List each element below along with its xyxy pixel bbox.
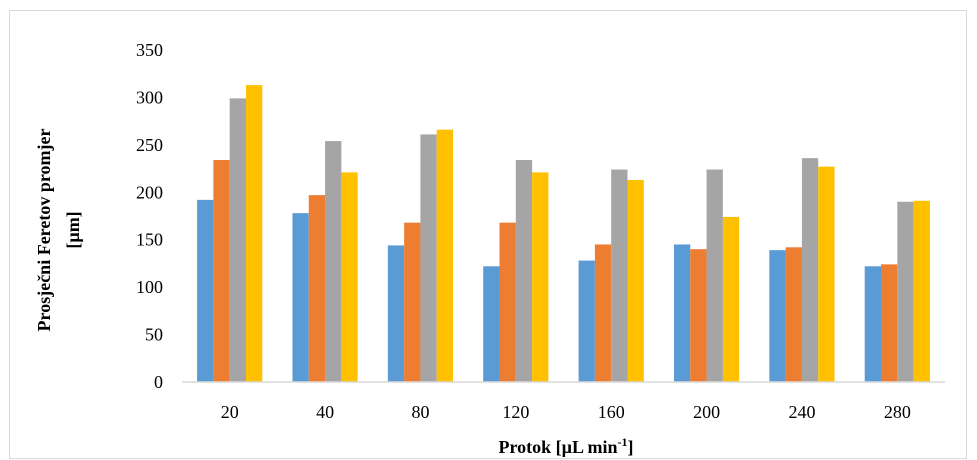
bar <box>801 158 819 382</box>
bar <box>785 247 802 382</box>
bar <box>483 266 500 382</box>
bar <box>818 166 835 382</box>
bar <box>292 213 309 382</box>
bar <box>913 200 930 382</box>
bar <box>769 250 786 382</box>
y-tick-label: 0 <box>154 372 163 392</box>
bar <box>594 244 612 382</box>
y-tick-label: 350 <box>136 40 163 60</box>
bar <box>673 244 691 382</box>
bar <box>578 260 595 382</box>
bar <box>611 169 628 382</box>
bars <box>197 85 930 383</box>
bar <box>499 222 516 382</box>
x-tick-label: 120 <box>502 402 529 422</box>
x-tick-label: 80 <box>411 402 429 422</box>
y-tick-label: 300 <box>136 87 163 107</box>
bar <box>881 264 898 382</box>
y-axis-title: Prosječni Feretov promjer <box>34 129 54 332</box>
y-tick-labels: 0 50 100 150 200 250 300 350 <box>136 40 163 392</box>
bar <box>420 134 437 382</box>
bar <box>722 216 740 382</box>
bar <box>197 199 214 382</box>
x-tick-label: 200 <box>693 402 720 422</box>
bar <box>864 266 882 382</box>
bar <box>308 195 326 382</box>
x-tick-label: 20 <box>221 402 239 422</box>
x-tick-label: 160 <box>598 402 625 422</box>
bar <box>229 98 246 383</box>
y-tick-label: 100 <box>136 277 163 297</box>
x-tick-label: 240 <box>788 402 815 422</box>
y-tick-label: 150 <box>136 230 163 250</box>
y-tick-label: 250 <box>136 135 163 155</box>
bar <box>404 222 421 382</box>
bar <box>515 160 533 382</box>
x-tick-label: 280 <box>884 402 911 422</box>
x-axis-title: Protok [µL min-1] <box>498 435 633 457</box>
bar <box>690 249 707 382</box>
bar <box>627 179 644 382</box>
bar <box>532 172 549 382</box>
bar <box>897 201 914 382</box>
bar <box>213 160 230 382</box>
y-axis-title-unit: [µm] <box>63 211 83 248</box>
bar <box>387 245 405 382</box>
bar <box>245 85 263 383</box>
bar <box>436 129 454 382</box>
x-tick-label: 40 <box>316 402 334 422</box>
y-tick-label: 200 <box>136 182 163 202</box>
bar <box>341 172 358 382</box>
bar <box>325 141 342 382</box>
y-tick-label: 50 <box>145 325 163 345</box>
bar <box>706 169 723 382</box>
x-tick-labels: 20 40 80 120 160 200 240 280 <box>221 402 911 422</box>
